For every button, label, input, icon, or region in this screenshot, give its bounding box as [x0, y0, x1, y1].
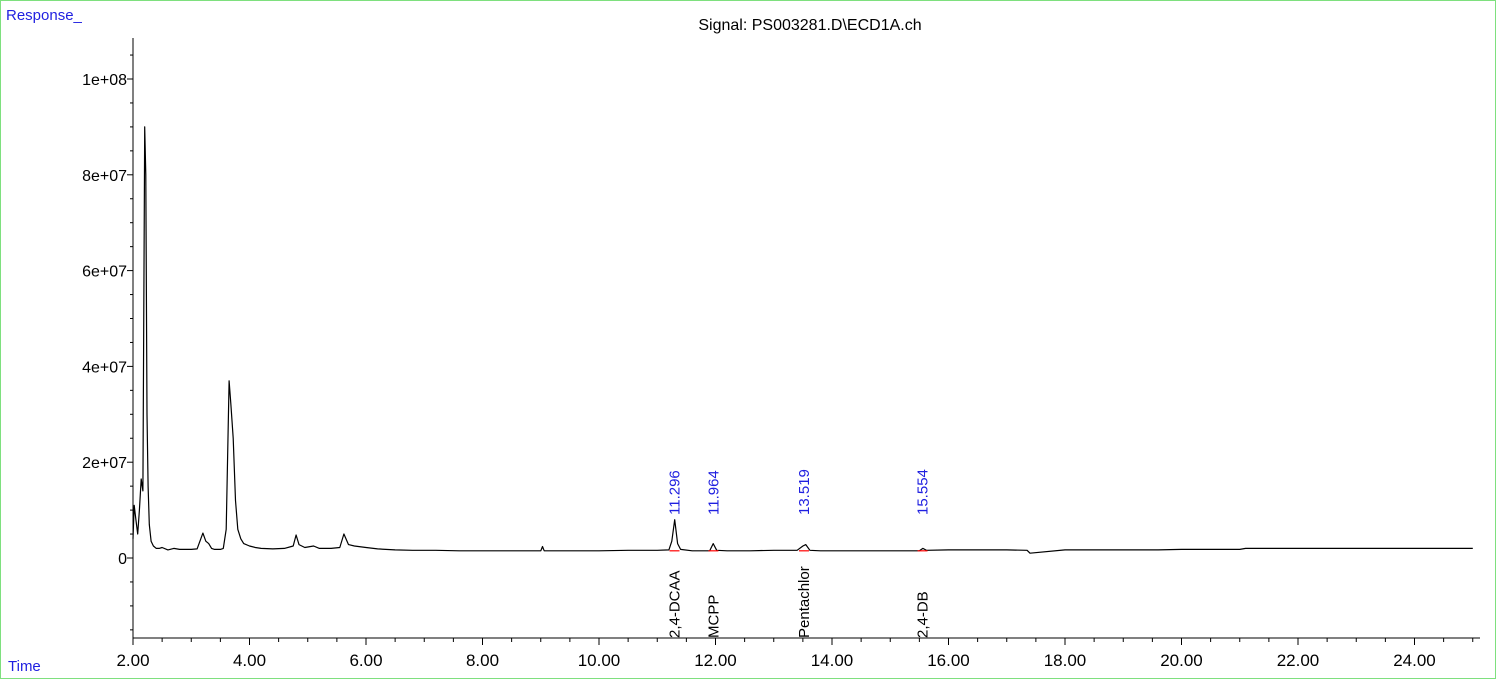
y-tick-label: 1e+08: [82, 72, 127, 89]
x-tick-label: 2.00: [116, 651, 149, 670]
y-tick-label: 8e+07: [82, 168, 127, 185]
peak-retention-time-label: 15.554: [915, 469, 932, 515]
y-tick-label: 6e+07: [82, 264, 127, 281]
x-tick-label: 4.00: [233, 651, 266, 670]
x-tick-label: 22.00: [1277, 651, 1320, 670]
x-tick-label: 20.00: [1160, 651, 1203, 670]
peak-retention-time-label: 13.519: [796, 469, 813, 515]
x-tick-label: 18.00: [1044, 651, 1087, 670]
x-tick-label: 10.00: [578, 651, 621, 670]
x-tick-label: 6.00: [349, 651, 382, 670]
x-tick-label: 24.00: [1393, 651, 1436, 670]
peak-retention-time-label: 11.296: [666, 470, 683, 515]
x-tick-label: 14.00: [811, 651, 854, 670]
y-tick-label: 0: [118, 551, 127, 568]
y-tick-label: 4e+07: [82, 359, 127, 376]
x-axis-label: Time: [8, 658, 41, 675]
y-tick-label: 2e+07: [82, 455, 127, 472]
x-tick-label: 8.00: [466, 651, 499, 670]
peak-compound-label: Pentachlor: [796, 566, 813, 638]
peak-compound-label: MCPP: [705, 595, 722, 638]
peak-compound-label: 2,4-DCAA: [666, 570, 683, 638]
x-tick-label: 16.00: [927, 651, 970, 670]
peak-compound-label: 2,4-DB: [915, 591, 932, 638]
chart-title: Signal: PS003281.D\ECD1A.ch: [698, 17, 922, 34]
y-axis-label: Response_: [6, 7, 82, 24]
peak-retention-time-label: 11.964: [705, 470, 722, 515]
x-tick-label: 12.00: [694, 651, 737, 670]
